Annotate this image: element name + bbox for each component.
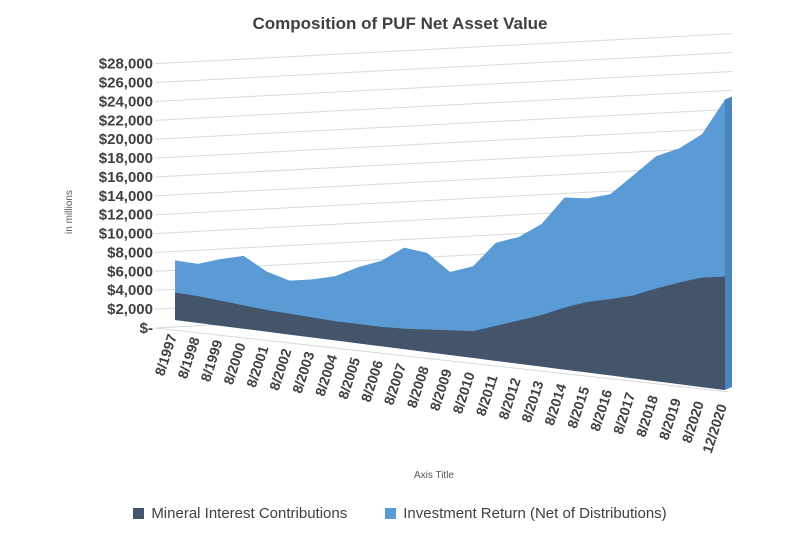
gridline <box>154 108 733 140</box>
y-tick-label: $12,000 <box>99 207 153 224</box>
y-tick-label: $10,000 <box>99 226 153 243</box>
gridline <box>154 165 733 197</box>
gridline <box>154 146 733 178</box>
y-tick-label: $4,000 <box>107 282 153 299</box>
plot-areas <box>175 96 732 390</box>
y-axis-ticks: $- $2,000 $4,000 $6,000 $8,000$10,000 $12,000… <box>99 56 153 337</box>
y-tick-label: $22,000 <box>99 112 153 129</box>
legend-label-investment: Investment Return (Net of Distributions) <box>403 505 667 522</box>
gridline <box>154 70 733 102</box>
gridline <box>154 52 733 84</box>
gridline <box>154 89 733 121</box>
y-tick-label: $14,000 <box>99 188 153 205</box>
floor-edge <box>154 327 730 393</box>
y-tick-label: $28,000 <box>99 56 153 73</box>
legend-item-investment: Investment Return (Net of Distributions) <box>385 505 667 522</box>
area-mineral-interest <box>175 276 725 390</box>
area-side-edge <box>725 96 732 390</box>
y-axis-title: in millions <box>64 190 75 234</box>
y-tick-label: $8,000 <box>107 244 153 261</box>
legend-item-mineral: Mineral Interest Contributions <box>133 505 347 522</box>
y-tick-label: $18,000 <box>99 150 153 167</box>
y-tick-label: $16,000 <box>99 169 153 186</box>
y-tick-label: $20,000 <box>99 131 153 148</box>
area-chart: $- $2,000 $4,000 $6,000 $8,000$10,000 $12,000… <box>64 33 733 481</box>
legend-swatch-mineral <box>133 508 145 519</box>
x-axis-title: Axis Title <box>414 470 454 481</box>
gridline <box>154 127 733 159</box>
chart-title: Composition of PUF Net Asset Value <box>252 14 548 33</box>
gridlines <box>154 33 733 393</box>
y-tick-label: $6,000 <box>107 263 153 280</box>
legend-label-mineral: Mineral Interest Contributions <box>151 505 348 522</box>
legend-swatch-investment <box>385 508 397 519</box>
legend: Mineral Interest Contributions Investmen… <box>0 505 800 522</box>
y-tick-label: $24,000 <box>99 93 153 110</box>
y-tick-label: $- <box>140 320 153 337</box>
y-tick-label: $26,000 <box>99 75 153 92</box>
gridline <box>154 33 733 65</box>
y-tick-label: $2,000 <box>107 301 153 318</box>
